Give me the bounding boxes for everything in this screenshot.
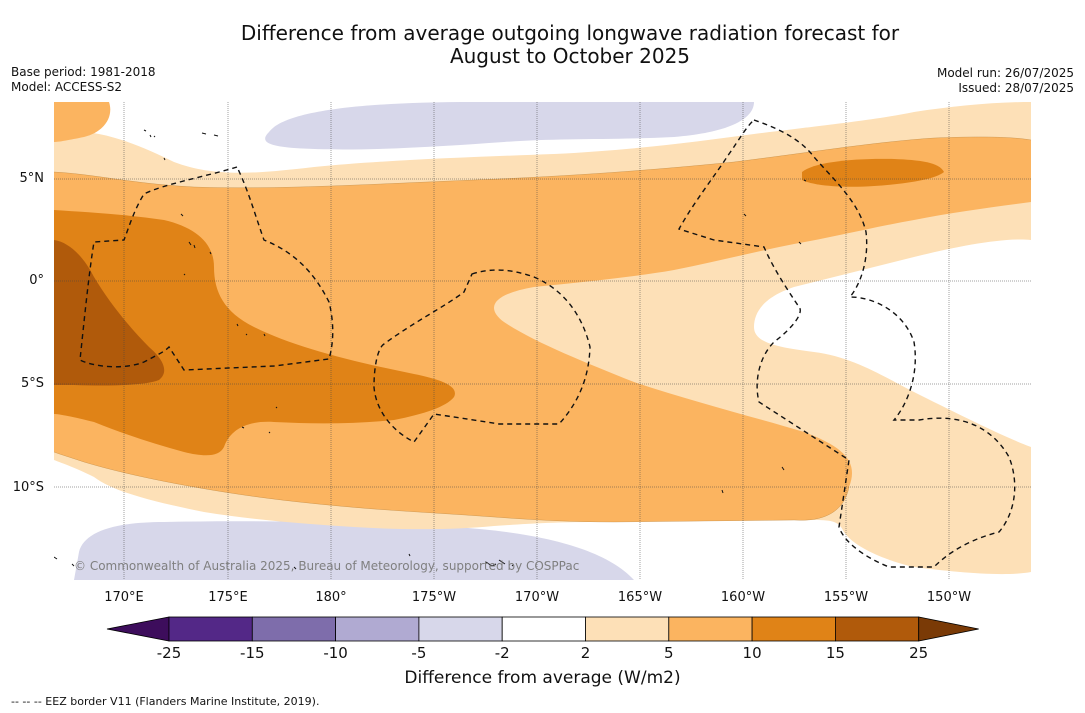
eez-legend-footnote: -- -- -- EEZ border V11 (Flanders Marine…	[11, 695, 320, 708]
meta-left: Base period: 1981-2018 Model: ACCESS-S2	[11, 65, 156, 95]
colorbar-tick: -15	[240, 644, 265, 662]
colorbar-segment--2_2	[501, 616, 586, 642]
colorbar-extend-high	[918, 616, 979, 642]
contour-5-10-corner	[54, 102, 111, 142]
lon-label-170w: 170°W	[514, 590, 560, 605]
lon-label-160w: 160°W	[720, 590, 766, 605]
model-name: Model: ACCESS-S2	[11, 80, 123, 94]
lat-label-0: 0°	[29, 273, 44, 288]
colorbar	[106, 616, 979, 642]
lat-label-5n: 5°N	[19, 171, 45, 186]
contour-15-25	[54, 240, 165, 386]
colorbar-segment--10_-5	[335, 616, 420, 642]
model-run: Model run: 26/07/2025	[936, 66, 1074, 80]
lon-label-165w: 165°W	[617, 590, 663, 605]
colorbar-segment--25_-15	[168, 616, 253, 642]
islands	[54, 129, 807, 570]
eez-borders	[79, 119, 1016, 568]
meta-right: Model run: 26/07/2025 Issued: 28/07/2025	[937, 66, 1074, 96]
colorbar-tick: -25	[156, 644, 182, 662]
colorbar-segment--15_-10	[251, 616, 337, 642]
contour-10-15-west	[54, 210, 455, 456]
lon-label-155w: 155°W	[823, 590, 869, 605]
colorbar-tick: -5	[411, 644, 427, 662]
map-title: Difference from average outgoing longwav…	[150, 22, 990, 68]
colorbar-segment-5_10	[668, 616, 753, 642]
colorbar-extend-low	[106, 616, 170, 642]
colorbar-tick: 5	[664, 644, 674, 662]
colorbar-label: Difference from average (W/m2)	[404, 668, 681, 688]
copyright-notice: © Commonwealth of Australia 2025, Bureau…	[74, 559, 580, 573]
contour-neg-north	[265, 102, 754, 150]
lat-label-10s: 10°S	[12, 480, 44, 495]
title-line-2: August to October 2025	[449, 44, 691, 68]
lon-label-150w: 150°W	[926, 590, 972, 605]
issued-date: Issued: 28/07/2025	[958, 81, 1074, 95]
colorbar-segment-2_5	[585, 616, 670, 642]
map-plot	[54, 102, 1031, 580]
lon-label-175e: 175°E	[208, 590, 248, 605]
base-period: Base period: 1981-2018	[11, 65, 156, 79]
colorbar-tick: 10	[742, 644, 762, 662]
colorbar-tick: -10	[323, 644, 348, 662]
colorbar-tick: 15	[825, 644, 845, 662]
lon-label-180: 180°	[315, 590, 347, 605]
lon-label-175w: 175°W	[411, 590, 457, 605]
colorbar-tick: 25	[909, 644, 929, 662]
title-line-1: Difference from average outgoing longwav…	[240, 21, 900, 45]
colorbar-segment-10_15	[751, 616, 836, 642]
contour-10-15-east	[802, 158, 944, 187]
contour-5-10	[54, 136, 1031, 522]
lon-label-170e: 170°E	[104, 590, 144, 605]
lat-label-5s: 5°S	[20, 376, 44, 391]
colorbar-tick: -2	[494, 644, 510, 662]
colorbar-segment--5_-2	[418, 616, 503, 642]
colorbar-tick: 2	[580, 644, 591, 662]
colorbar-segment-15_25	[835, 616, 920, 642]
